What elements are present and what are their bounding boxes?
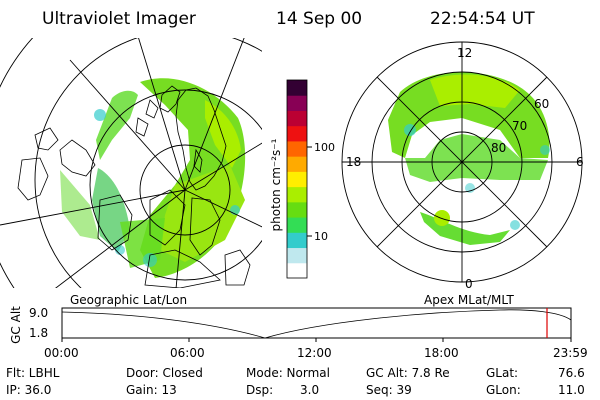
info-glon-value: 11.0: [558, 383, 585, 397]
colorbar-segment: [287, 247, 307, 264]
apex-grid: [341, 41, 583, 283]
colorbar-segment: [287, 262, 307, 279]
timeline-xtick-2359: 23:59: [553, 346, 588, 360]
colorbar-segment: [287, 201, 307, 218]
info-ip: IP: 36.0: [6, 383, 52, 397]
mlat-label-80: 80: [491, 141, 507, 155]
mlat-label-60: 60: [534, 97, 550, 111]
info-dsp-value: 3.0: [300, 383, 320, 397]
mlat-label-70: 70: [512, 119, 528, 133]
colorbar-tick-100: 100: [314, 141, 335, 154]
mlt-label-top: 12: [457, 46, 473, 60]
colorbar-tick-10: 10: [314, 230, 328, 243]
mlt-label-bottom: 0: [465, 277, 473, 291]
colorbar-segment: [287, 125, 307, 142]
info-gcalt: GC Alt: 7.8 Re: [366, 366, 450, 380]
apex-aurora-emission: [388, 72, 550, 245]
colorbar-segment: [287, 110, 307, 127]
geo-aurora-emission: [60, 78, 246, 278]
info-mode: Mode: Normal: [246, 366, 330, 380]
info-gain: Gain: 13: [126, 383, 177, 397]
date-label: 14 Sep 00: [276, 9, 363, 29]
colorbar-segment: [287, 186, 307, 203]
geographic-panel-label: Geographic Lat/Lon: [70, 293, 188, 307]
colorbar-unit-label: photon cm⁻²s⁻¹: [269, 138, 283, 232]
mlt-label-right: 6: [576, 155, 584, 169]
geographic-map: [0, 38, 262, 288]
colorbar-segment: [287, 95, 307, 111]
timeline-xtick-0000: 00:00: [44, 346, 79, 360]
apex-panel-label: Apex MLat/MLT: [424, 293, 514, 307]
geo-grid: [0, 38, 262, 288]
mlt-label-left: 18: [346, 155, 362, 169]
colorbar-segment: [287, 217, 307, 233]
colorbar-segment: [287, 232, 307, 249]
info-glon-label: GLon:: [486, 383, 521, 397]
colorbar: [286, 79, 312, 279]
info-seq: Seq: 39: [366, 383, 412, 397]
timeline-xtick-1200: 12:00: [297, 346, 332, 360]
info-glat-label: GLat:: [486, 366, 519, 380]
apex-dial: [341, 41, 583, 283]
timeline-ytick-top: 9.0: [29, 306, 49, 320]
info-door: Door: Closed: [126, 366, 203, 380]
info-flt: Flt: LBHL: [6, 366, 60, 380]
gc-alt-timeline: [61, 307, 572, 342]
colorbar-segment: [287, 80, 307, 96]
timeline-ylabel: GC Alt: [9, 306, 23, 344]
time-label: 22:54:54 UT: [430, 9, 535, 29]
instrument-title: Ultraviolet Imager: [42, 9, 196, 29]
colorbar-segment: [287, 140, 307, 157]
timeline-xtick-1800: 18:00: [424, 346, 459, 360]
timeline-xtick-0600: 06:00: [170, 346, 205, 360]
info-dsp-label: Dsp:: [246, 383, 274, 397]
colorbar-segment: [287, 171, 307, 188]
info-glat-value: 76.6: [558, 366, 585, 380]
colorbar-segment: [287, 156, 307, 172]
timeline-ytick-bottom: 1.8: [29, 326, 49, 340]
